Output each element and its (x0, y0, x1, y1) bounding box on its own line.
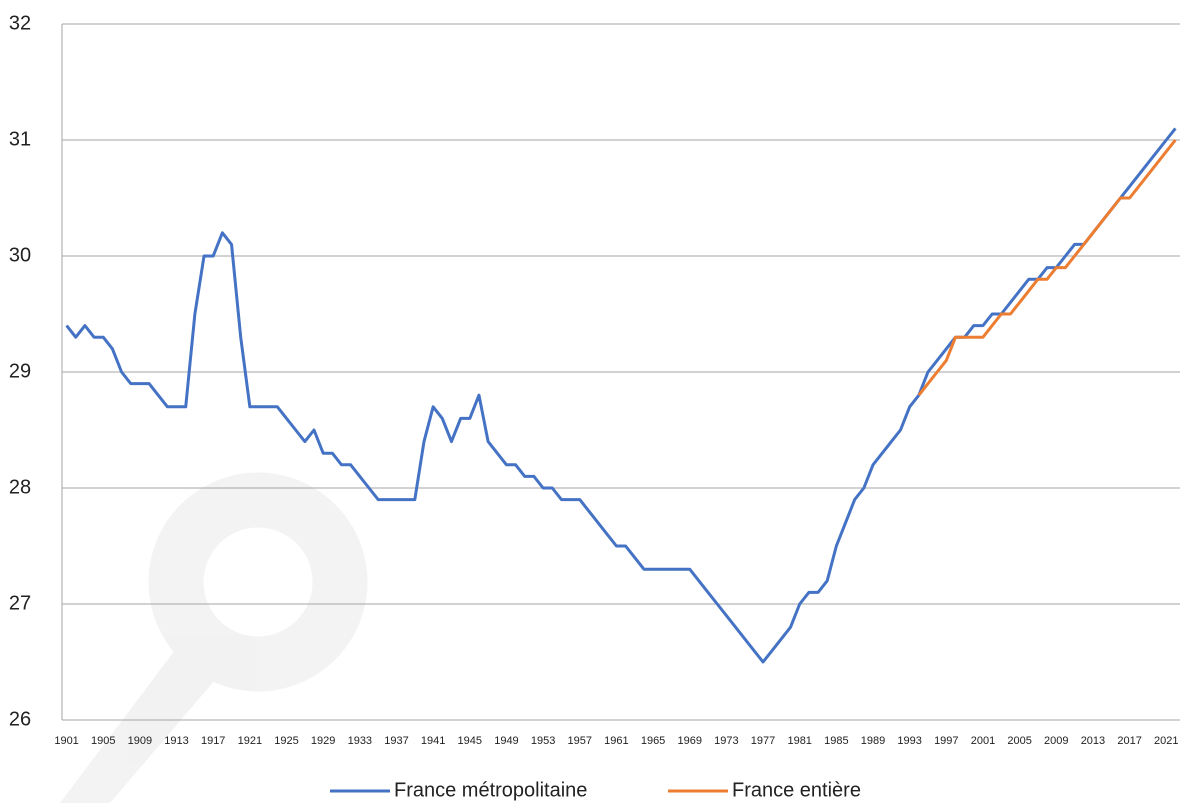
x-tick-label: 1937 (384, 735, 408, 747)
x-tick-label: 2017 (1117, 735, 1141, 747)
x-tick-label: 1953 (531, 735, 555, 747)
x-tick-label: 1941 (421, 735, 445, 747)
x-tick-label: 1949 (494, 735, 518, 747)
series-line (65, 127, 1177, 664)
x-tick-label: 1933 (348, 735, 372, 747)
watermark-handle (60, 650, 215, 803)
x-tick-label: 2013 (1081, 735, 1105, 747)
x-tick-label: 1977 (751, 735, 775, 747)
y-tick-label: 32 (9, 12, 31, 34)
x-tick-label: 1909 (128, 735, 152, 747)
x-tick-label: 1965 (641, 735, 665, 747)
x-tick-label: 1993 (897, 735, 921, 747)
y-tick-label: 28 (9, 476, 31, 498)
x-tick-label: 2001 (971, 735, 995, 747)
x-tick-label: 1901 (54, 735, 78, 747)
x-tick-label: 1961 (604, 735, 628, 747)
x-tick-label: 1973 (714, 735, 738, 747)
legend-label: France métropolitaine (394, 779, 587, 801)
watermark (60, 472, 368, 803)
series-line (917, 139, 1177, 397)
x-tick-label: 1957 (568, 735, 592, 747)
y-tick-label: 31 (9, 128, 31, 150)
x-tick-label: 1945 (458, 735, 482, 747)
x-tick-label: 1985 (824, 735, 848, 747)
y-tick-label: 29 (9, 360, 31, 382)
x-tick-label: 1989 (861, 735, 885, 747)
x-tick-label: 1929 (311, 735, 335, 747)
watermark-ring (148, 472, 368, 692)
x-tick-label: 1997 (934, 735, 958, 747)
x-tick-label: 1969 (677, 735, 701, 747)
x-tick-label: 2005 (1007, 735, 1031, 747)
x-tick-label: 1917 (201, 735, 225, 747)
x-tick-label: 1905 (91, 735, 115, 747)
x-tick-label: 1913 (164, 735, 188, 747)
legend-label: France entière (732, 779, 861, 801)
y-tick-label: 26 (9, 708, 31, 730)
y-tick-label: 30 (9, 244, 31, 266)
x-tick-label: 2009 (1044, 735, 1068, 747)
x-tick-label: 1921 (238, 735, 262, 747)
x-tick-label: 1981 (787, 735, 811, 747)
x-tick-label: 1925 (274, 735, 298, 747)
y-tick-label: 27 (9, 592, 31, 614)
x-tick-label: 2021 (1154, 735, 1178, 747)
